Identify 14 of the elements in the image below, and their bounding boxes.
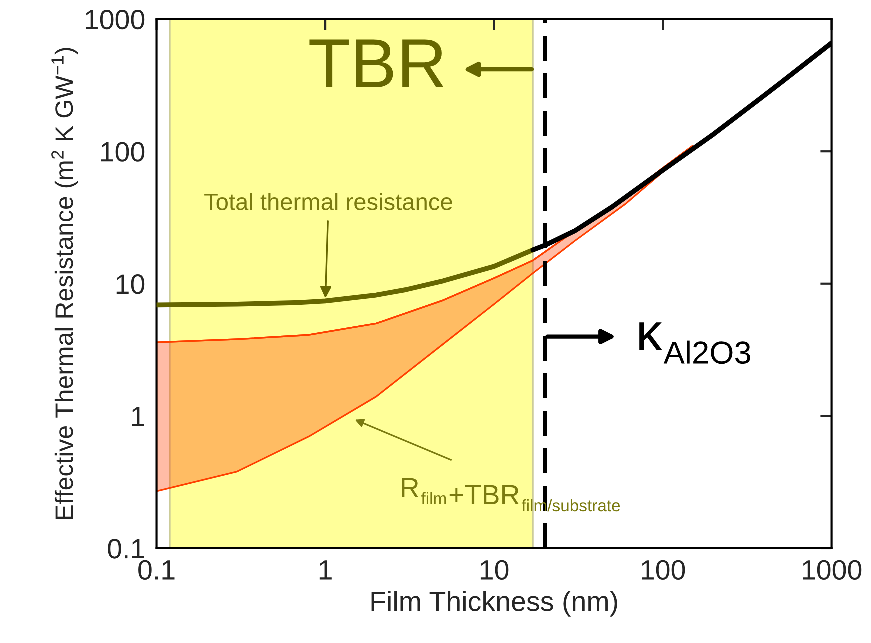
x-tick-label: 1	[320, 560, 332, 580]
y-axis-title: Effective Thermal Resistance (m$^{2}$ K GW$^{−1}$)	[52, 48, 78, 520]
x-tick-label: 0.1	[138, 560, 175, 580]
x-tick-label: 100	[642, 560, 686, 580]
annotation: Total thermal resistance	[204, 193, 452, 210]
x-tick-label: 1000	[803, 560, 862, 580]
x-tick-label: 10	[480, 560, 509, 580]
annotation: TBR	[310, 40, 444, 88]
y-tick-label: 10	[116, 274, 145, 294]
y-tick-label: 1	[132, 407, 144, 426]
y-tick-label: 0.1	[108, 539, 144, 559]
x-axis-title: Film Thickness (nm)	[372, 591, 618, 617]
y-tick-label: 1000	[86, 10, 145, 30]
y-tick-label: 100	[101, 142, 145, 162]
